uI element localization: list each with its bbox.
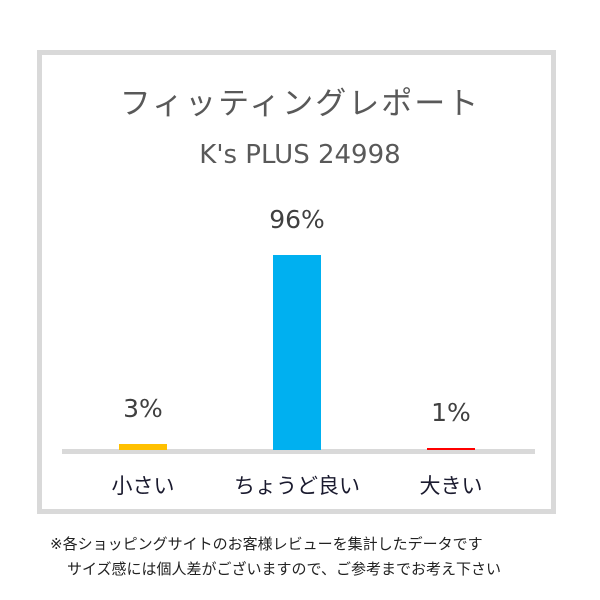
chart-subtitle: K's PLUS 24998 <box>199 140 401 170</box>
bar-1 <box>273 255 321 450</box>
category-label: ちょうど良い <box>234 474 360 498</box>
data-label: 96% <box>269 205 325 235</box>
category-label: 小さい <box>111 474 175 498</box>
bar-2 <box>427 447 475 450</box>
chart-title: フィッティングレポート <box>119 86 481 122</box>
data-label: 3% <box>123 393 163 423</box>
x-axis-line <box>62 449 535 454</box>
category-label: 大きい <box>419 474 483 498</box>
data-label: 1% <box>431 397 471 427</box>
footnote-line-2: サイズ感には個人差がございますので、ご参考までお考え下さい <box>67 560 501 578</box>
footnote-line-1: ※各ショッピングサイトのお客様レビューを集計したデータです <box>50 535 483 553</box>
bar-0 <box>119 443 167 450</box>
